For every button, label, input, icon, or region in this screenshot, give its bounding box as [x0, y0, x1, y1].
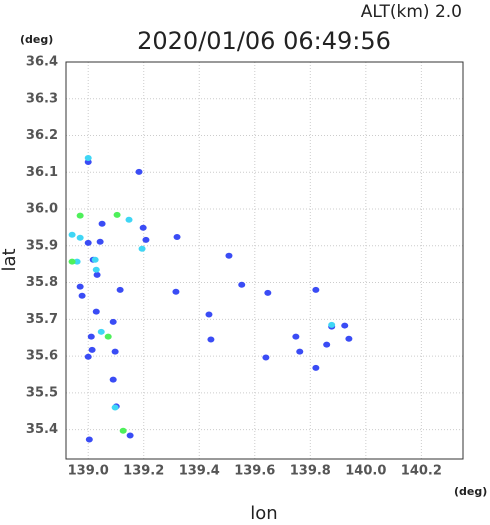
- point: [113, 211, 121, 218]
- point: [84, 239, 92, 246]
- point: [111, 404, 119, 411]
- point: [92, 266, 100, 273]
- y-tick-label: 36.2: [26, 128, 58, 143]
- x-tick-label: 140.2: [401, 464, 442, 479]
- point: [111, 348, 119, 355]
- point: [68, 258, 76, 265]
- point: [93, 271, 101, 278]
- y-tick-label: 35.9: [26, 238, 58, 253]
- point: [264, 289, 272, 296]
- point: [292, 333, 300, 340]
- x-tick-label: 140.0: [345, 464, 386, 479]
- x-axis-label: lon: [250, 503, 277, 521]
- point: [125, 216, 133, 223]
- point: [312, 364, 320, 371]
- point: [135, 168, 143, 175]
- point: [97, 328, 105, 335]
- y-tick-label: 36.0: [26, 202, 58, 217]
- y-axis-label: lat: [0, 248, 20, 271]
- point: [172, 288, 180, 295]
- point: [116, 286, 124, 293]
- point: [262, 354, 270, 361]
- point: [225, 252, 233, 259]
- y-tick-label: 35.7: [26, 312, 58, 327]
- point: [238, 281, 246, 288]
- point: [323, 341, 331, 348]
- point: [341, 322, 349, 329]
- x-tick-label: 139.4: [179, 464, 220, 479]
- point: [76, 234, 84, 241]
- point: [207, 336, 215, 343]
- x-tick-label: 139.8: [290, 464, 331, 479]
- point: [76, 283, 84, 290]
- y-tick-label: 35.8: [26, 275, 58, 290]
- point: [312, 286, 320, 293]
- y-tick-label: 35.6: [26, 349, 58, 364]
- point: [126, 432, 134, 439]
- chart-title: 2020/01/06 06:49:56: [137, 27, 391, 55]
- x-tick-label: 139.2: [123, 464, 164, 479]
- point: [78, 292, 86, 299]
- point: [84, 154, 92, 161]
- point: [91, 256, 99, 263]
- point: [139, 224, 147, 231]
- x-tick-label: 139.0: [68, 464, 109, 479]
- point: [173, 233, 181, 240]
- point: [296, 348, 304, 355]
- point: [138, 245, 146, 252]
- point: [73, 258, 81, 265]
- point: [96, 238, 104, 245]
- y-tick-label: 35.5: [26, 385, 58, 400]
- plot-frame: [65, 61, 464, 460]
- y-tick-label: 36.1: [26, 165, 58, 180]
- x-unit: (deg): [454, 485, 487, 498]
- point: [98, 220, 106, 227]
- point: [345, 335, 353, 342]
- y-tick-label: 36.4: [26, 55, 58, 70]
- y-unit: (deg): [20, 33, 53, 46]
- point: [68, 231, 76, 238]
- y-tick-label: 35.4: [26, 422, 58, 437]
- y-tick-label: 36.3: [26, 91, 58, 106]
- point: [84, 353, 92, 360]
- point: [104, 333, 112, 340]
- point: [142, 236, 150, 243]
- point: [205, 311, 213, 318]
- point: [85, 436, 93, 443]
- point: [109, 318, 117, 325]
- point: [88, 346, 96, 353]
- x-tick-label: 139.6: [234, 464, 275, 479]
- point: [92, 308, 100, 315]
- point: [109, 376, 117, 383]
- altitude-annotation: ALT(km) 2.0: [361, 2, 462, 22]
- point: [76, 212, 84, 219]
- point: [87, 333, 95, 340]
- point: [328, 321, 336, 328]
- point: [119, 427, 127, 434]
